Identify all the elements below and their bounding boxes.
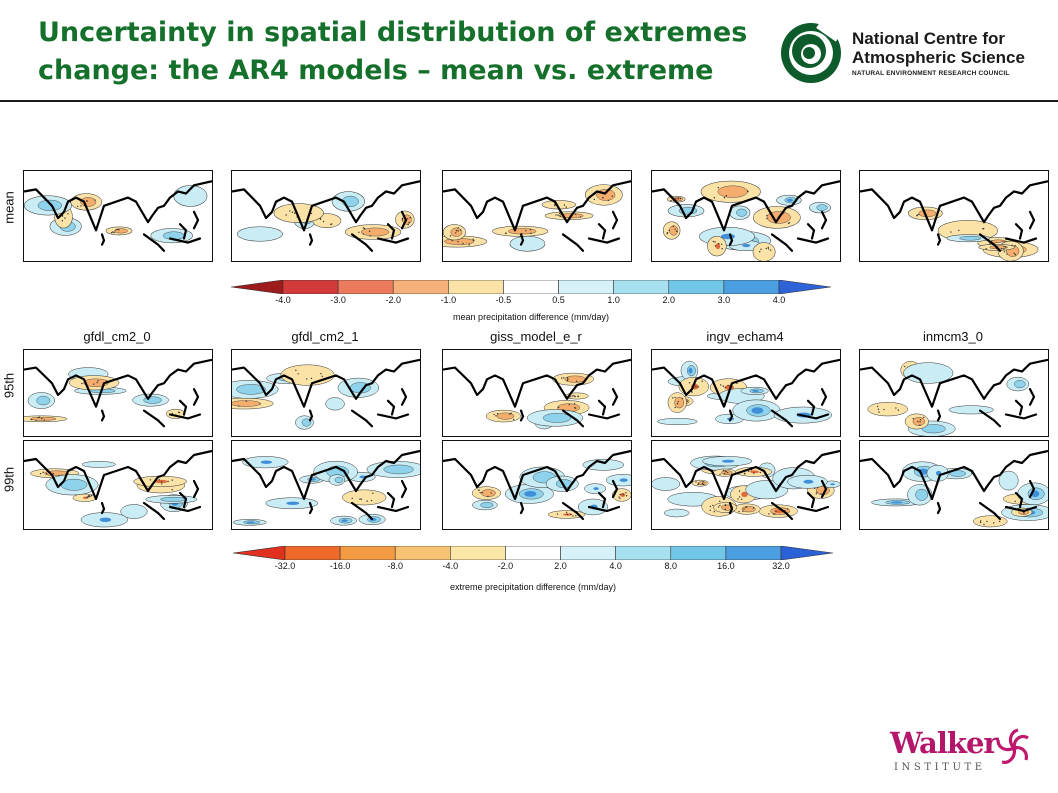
mean-colorbar-tick-label: -4.0 [275,295,291,305]
map-panel-p95-gfdl_cm2_1 [231,349,421,437]
mean-colorbar-tick-label: -0.5 [495,295,512,305]
extreme-colorbar-tick-label: -16.0 [329,561,351,571]
header-divider [0,100,1058,102]
walker-subline: INSTITUTE [894,762,986,773]
ncas-subline: NATURAL ENVIRONMENT RESEARCH COUNCIL [852,70,1010,77]
mean-colorbar-tick-label: 2.0 [662,295,676,305]
extreme-colorbar-tick-label: 32.0 [772,561,790,571]
ncas-name-line-2: Atmospheric Science [852,48,1025,67]
extreme-colorbar-tick-label: 8.0 [664,561,678,571]
extreme-colorbar-tick-label: -4.0 [442,561,459,571]
model-label-ingv_echam4: ingv_echam4 [706,329,784,344]
map-panel-p95-ingv_echam4 [651,349,841,437]
title-line-1: Uncertainty in spatial distribution of e… [38,17,748,48]
mean-colorbar-bar [231,280,831,294]
extreme-colorbar-tick-label: -2.0 [497,561,514,571]
map-panel-p95-gfdl_cm2_0 [23,349,213,437]
map-panel-p99-gfdl_cm2_0 [23,440,213,530]
map-panel-p99-ingv_echam4 [651,440,841,530]
row-label-p99: 99th [1,466,17,493]
extreme-colorbar-tick-label: -8.0 [387,561,403,571]
ncas-swirl-icon [781,20,844,83]
mean-colorbar-tick-label: 1.0 [607,295,620,305]
map-panel-p99-inmcm3_0 [859,440,1049,530]
extreme-colorbar-tick-label: 16.0 [717,561,735,571]
ncas-logo: National Centre for Atmospheric Science … [778,20,1050,86]
map-panel-mean-inmcm3_0 [859,170,1049,262]
walker-logo: Walker INSTITUTE [888,722,1038,778]
row-label-mean: mean [1,191,17,224]
mean-colorbar-tick-label: -3.0 [330,295,346,305]
mean-colorbar-tick-label: 0.5 [552,295,565,305]
page-title: Uncertainty in spatial distribution of e… [38,14,758,90]
title-line-2: change: the AR4 models – mean vs. extrem… [38,55,714,86]
model-label-inmcm3_0: inmcm3_0 [923,329,983,344]
map-panel-mean-gfdl_cm2_1 [231,170,421,262]
mean-colorbar-title: mean precipitation difference (mm/day) [453,312,609,322]
extreme-colorbar-title: extreme precipitation difference (mm/day… [450,582,616,592]
map-panel-p95-giss_model_e_r [442,349,632,437]
model-label-giss_model_e_r: giss_model_e_r [490,329,582,344]
mean-colorbar-tick-label: 3.0 [717,295,731,305]
walker-flower-icon [996,728,1029,764]
map-panel-mean-gfdl_cm2_0 [23,170,213,262]
model-label-gfdl_cm2_0: gfdl_cm2_0 [83,329,151,344]
ncas-name-line-1: National Centre for [852,29,1006,48]
map-panel-mean-ingv_echam4 [651,170,841,262]
extreme-colorbar-tick-label: -32.0 [274,561,296,571]
extreme-colorbar-tick-label: 4.0 [609,561,622,571]
map-panel-p95-inmcm3_0 [859,349,1049,437]
map-panel-mean-giss_model_e_r [442,170,632,262]
map-panel-p99-giss_model_e_r [442,440,632,530]
walker-wordmark: Walker [890,726,999,760]
row-label-p95: 95th [1,372,17,399]
mean-colorbar-tick-label: -1.0 [440,295,457,305]
mean-colorbar-tick-label: -2.0 [385,295,401,305]
extreme-colorbar-tick-label: 2.0 [554,561,567,571]
model-label-gfdl_cm2_1: gfdl_cm2_1 [291,329,359,344]
map-panel-p99-gfdl_cm2_1 [231,440,421,530]
mean-colorbar-tick-label: 4.0 [772,295,786,305]
extreme-colorbar-bar [233,546,833,560]
